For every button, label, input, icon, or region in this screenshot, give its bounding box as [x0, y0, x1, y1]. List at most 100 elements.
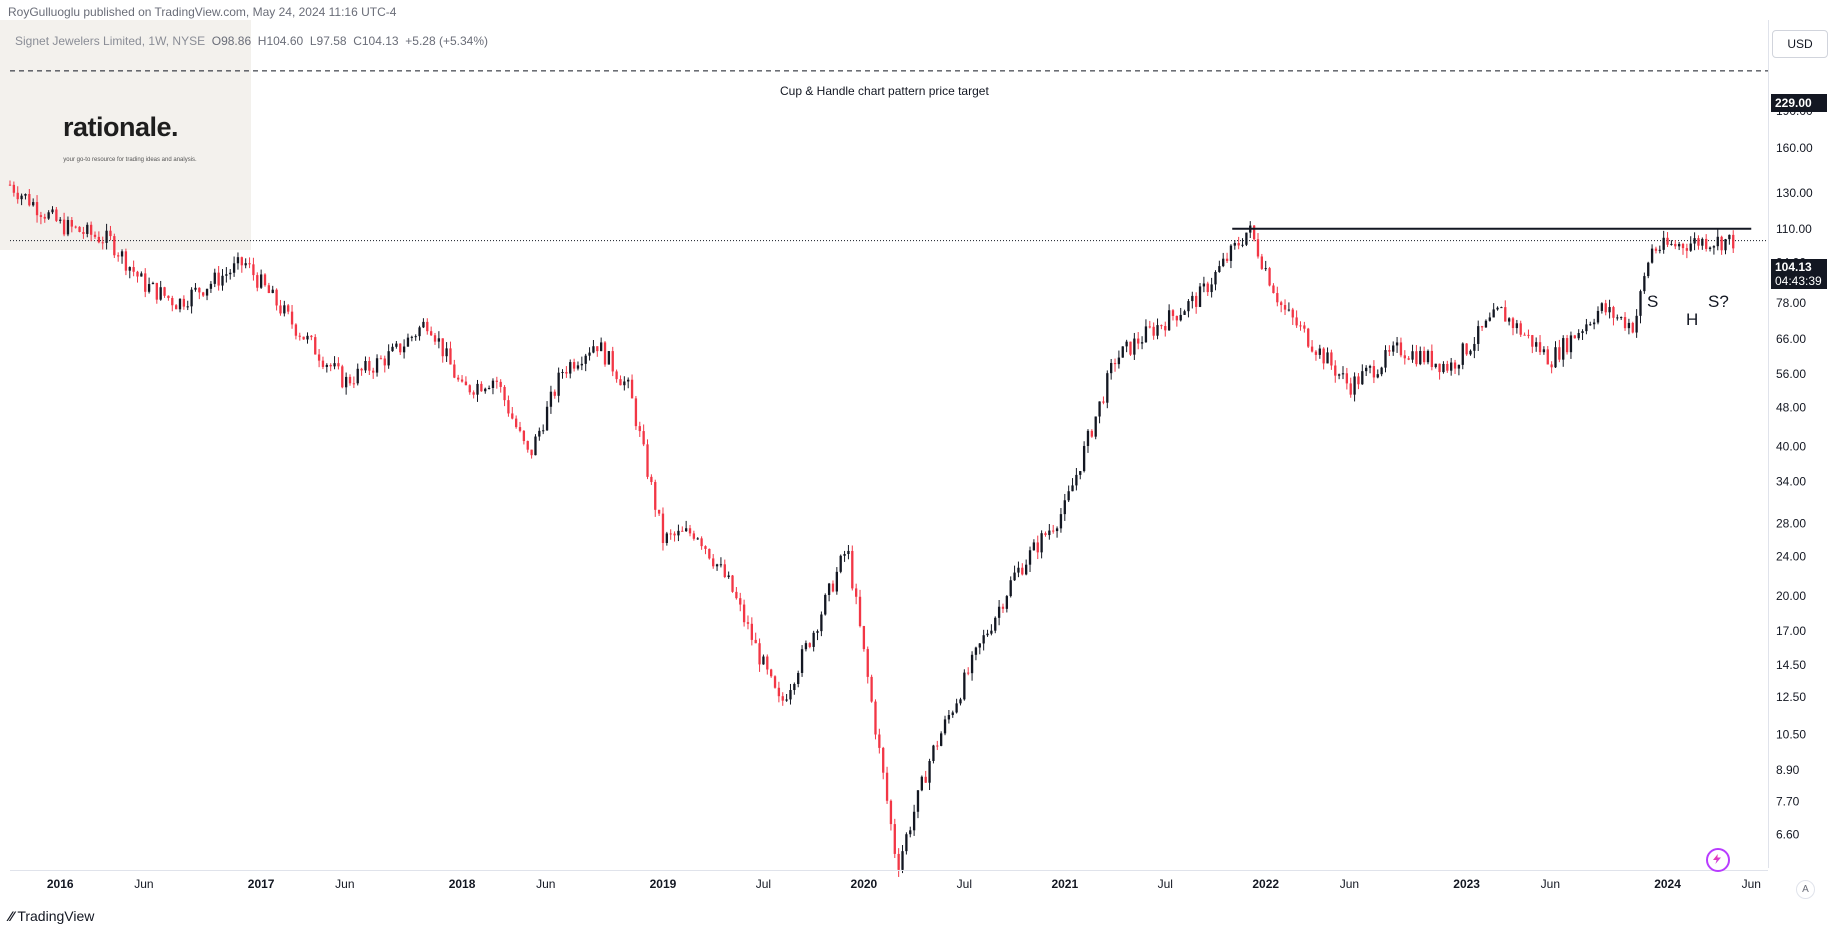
- candle-body: [599, 342, 603, 352]
- price-chart[interactable]: 260.00190.00160.00130.00110.0094.0078.00…: [0, 20, 1835, 910]
- candle-body: [406, 337, 410, 347]
- candle-body: [453, 364, 456, 378]
- legend-low: L97.58: [309, 34, 347, 48]
- candle-body: [1550, 364, 1553, 368]
- candle-body: [271, 289, 274, 293]
- candle-body: [275, 289, 278, 306]
- flash-icon[interactable]: [1706, 848, 1730, 872]
- price-tick-label: 7.70: [1776, 794, 1800, 808]
- candle-body: [1554, 347, 1557, 368]
- candle-body: [1507, 318, 1511, 322]
- candle-body: [12, 184, 16, 193]
- candle-body: [259, 274, 263, 288]
- candle-body: [514, 418, 518, 428]
- candle-body: [812, 632, 815, 647]
- candle-body: [1376, 374, 1379, 378]
- publisher-info: RoyGulluoglu published on TradingView.co…: [8, 5, 397, 19]
- candle-body: [1195, 295, 1198, 307]
- candle-body: [943, 719, 947, 734]
- candle-body: [851, 550, 854, 589]
- candle-body: [198, 287, 201, 293]
- candle-body: [565, 372, 568, 374]
- candle-body: [1724, 239, 1727, 251]
- candle-body: [1318, 348, 1321, 355]
- candle-body: [808, 643, 811, 647]
- candle-body: [766, 656, 769, 670]
- candle-body: [433, 335, 437, 342]
- candle-body: [1558, 347, 1561, 360]
- candle-body: [155, 282, 158, 300]
- candle-body: [878, 734, 881, 748]
- time-tick-label: Jun: [1742, 877, 1761, 891]
- candle-body: [1415, 351, 1418, 365]
- candle-body: [20, 195, 23, 200]
- candle-body: [750, 623, 753, 640]
- candle-body: [700, 538, 703, 547]
- price-tick-label: 66.00: [1776, 332, 1806, 346]
- candle-body: [410, 336, 413, 338]
- candle-body: [1299, 325, 1302, 327]
- candle-body: [650, 476, 653, 483]
- candle-body: [136, 271, 139, 277]
- candle-body: [387, 351, 390, 366]
- candle-body: [538, 430, 541, 437]
- candle-body: [302, 336, 305, 340]
- candle-body: [1183, 311, 1186, 315]
- candle-body: [70, 220, 73, 227]
- candle-body: [1623, 317, 1627, 329]
- candle-body: [321, 360, 325, 367]
- candle-body: [518, 427, 522, 431]
- candle-body: [132, 267, 135, 272]
- candle-body: [1616, 317, 1619, 319]
- candle-body: [221, 275, 224, 286]
- candle-body: [1252, 225, 1256, 240]
- candle-body: [426, 321, 429, 332]
- candle-body: [715, 564, 719, 567]
- candle-body: [870, 676, 873, 702]
- candle-body: [298, 335, 301, 337]
- candle-body: [348, 376, 352, 384]
- candle-body: [1287, 309, 1291, 311]
- candle-body: [1523, 334, 1526, 336]
- candle-body: [1712, 246, 1716, 248]
- candle-body: [1280, 302, 1283, 306]
- candle-body: [1565, 338, 1569, 353]
- candle-body: [1527, 334, 1530, 336]
- candle-body: [619, 379, 622, 386]
- currency-button[interactable]: USD: [1772, 30, 1828, 58]
- candle-body: [1222, 258, 1225, 267]
- time-tick-label: 2019: [650, 877, 677, 891]
- candle-body: [24, 194, 27, 196]
- head-label: H: [1686, 310, 1699, 329]
- candle-body: [824, 594, 827, 615]
- candle-body: [1604, 303, 1607, 313]
- candle-body: [665, 533, 668, 543]
- last-price-value: 104.13: [1775, 260, 1812, 274]
- candle-body: [739, 598, 742, 605]
- candle-body: [1164, 326, 1167, 331]
- candle-body: [1569, 335, 1573, 353]
- candle-body: [402, 346, 406, 353]
- candle-body: [1171, 310, 1175, 316]
- candle-body: [1562, 338, 1565, 360]
- candle-body: [190, 289, 193, 307]
- candle-body: [696, 538, 699, 540]
- candle-body: [1032, 542, 1036, 551]
- candle-body: [360, 368, 363, 371]
- candle-body: [1407, 358, 1410, 360]
- auto-scale-button[interactable]: A: [1796, 880, 1815, 899]
- candle-body: [1322, 348, 1325, 364]
- candle-body: [306, 335, 309, 340]
- candle-body: [178, 298, 182, 310]
- candle-body: [1175, 315, 1179, 321]
- price-target-label: 229.00: [1771, 94, 1827, 112]
- candle-body: [951, 712, 954, 716]
- time-tick-label: 2023: [1453, 877, 1480, 891]
- candle-body: [252, 264, 255, 276]
- candle-body: [576, 365, 580, 369]
- candle-body: [1133, 338, 1136, 355]
- candle-body: [986, 633, 989, 636]
- candle-body: [171, 298, 174, 306]
- time-tick-label: Jul: [1158, 877, 1173, 891]
- candle-body: [1457, 364, 1461, 369]
